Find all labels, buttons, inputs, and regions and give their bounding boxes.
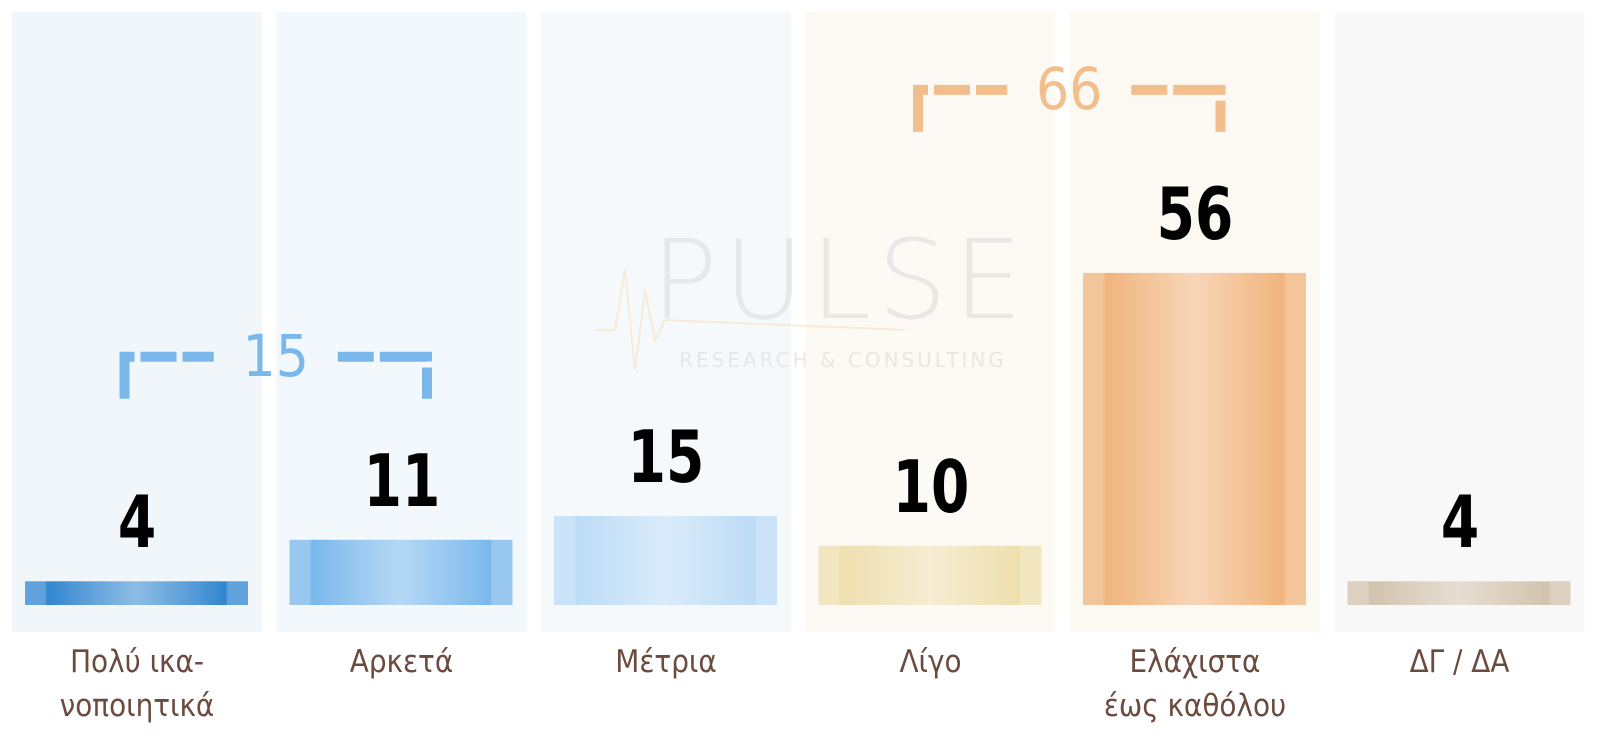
value-label: 10 [892,444,969,529]
bracket-left [119,351,214,399]
watermark-pulse [595,269,906,371]
bar [289,539,513,605]
value-label: 15 [627,415,705,500]
bracket-left [913,84,1008,132]
value-label: 4 [1440,480,1479,565]
watermark-subtitle: RESEARCH & CONSULTING [679,348,1007,372]
category-label: Αρκετά [349,644,454,680]
category-label: Λίγο [899,644,962,680]
column-panel [12,12,262,632]
category-label: Ελάχιστα έως καθόλου [1103,644,1287,724]
bracket-right [1131,84,1226,132]
column-panel [276,12,527,632]
column-panel [1334,12,1585,632]
value-label: 11 [363,438,440,523]
bar [554,516,777,605]
bracket-right [337,351,432,399]
category-label: Πολύ ικα- νοποιητικά [59,644,215,724]
value-label: 4 [117,480,157,565]
category-label: ΔΓ / ΔΑ [1409,644,1510,680]
watermark: PULSE RESEARCH & CONSULTING [595,216,1028,372]
bar [1347,581,1571,605]
bracket-label: 66 [1036,54,1103,123]
category-label: Μέτρια [615,644,717,680]
watermark-title: PULSE [651,216,1028,344]
value-label: 56 [1156,171,1234,256]
column-panel [805,12,1056,632]
bar [25,581,248,605]
bracket-label: 15 [242,321,309,390]
bar [1083,272,1306,605]
bar [818,545,1042,605]
